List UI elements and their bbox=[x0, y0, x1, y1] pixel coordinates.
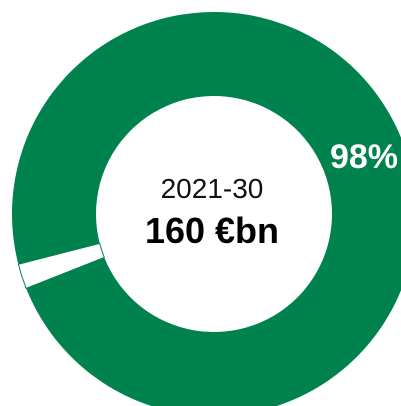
donut-slices bbox=[12, 12, 401, 406]
donut-slice-1 bbox=[17, 242, 105, 290]
center-period-label: 2021-30 bbox=[161, 173, 264, 204]
slice-label-main: 98% bbox=[330, 138, 398, 176]
donut-slice-0 bbox=[12, 12, 401, 406]
center-total-label: 160 €bn bbox=[145, 210, 279, 251]
